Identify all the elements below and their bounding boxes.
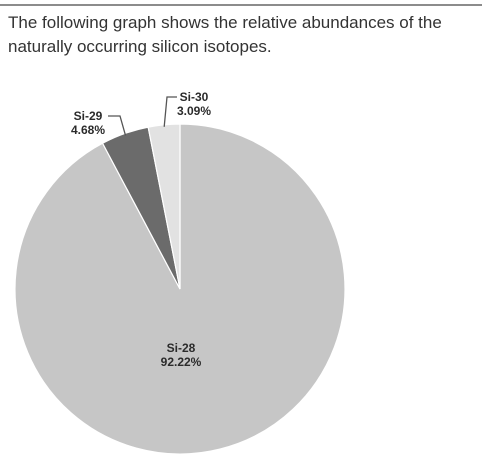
slice-value-si-28: 92.22% <box>161 355 202 369</box>
slice-value-si-29: 4.68% <box>71 123 105 137</box>
slice-value-si-30: 3.09% <box>177 104 211 118</box>
slice-label-si-30: Si-30 <box>180 90 209 104</box>
slice-label-si-28: Si-28 <box>167 341 196 355</box>
intro-text: The following graph shows the relative a… <box>8 13 442 56</box>
top-divider <box>0 4 482 6</box>
slice-label-si-29: Si-29 <box>74 109 103 123</box>
leader-line-si-29 <box>108 115 127 136</box>
leader-line-si-30 <box>163 96 177 127</box>
